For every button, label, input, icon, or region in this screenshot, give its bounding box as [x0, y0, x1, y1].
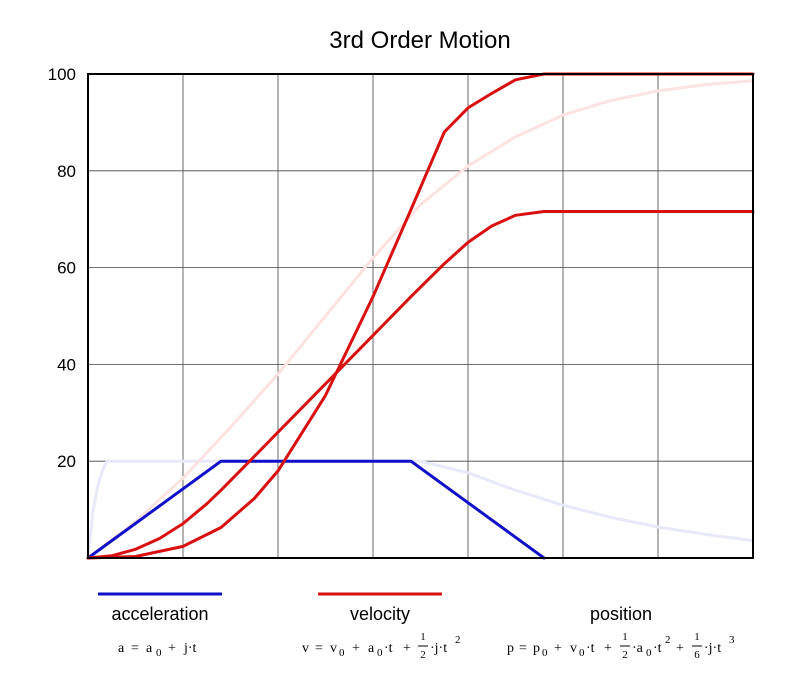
y-tick-label: 100 [48, 65, 76, 84]
formula-p-jt: ·j·t [704, 641, 721, 656]
formula-p-num1: 1 [622, 631, 628, 643]
formula-p-p0: p [533, 641, 540, 656]
formula-p-sub2: 0 [579, 647, 585, 659]
series-lines [86, 72, 755, 560]
formula-p-t2: ·t [653, 641, 662, 656]
formula-v-v0: v [330, 641, 337, 656]
formula-position: p = p 0 + v 0 ·t + 1 2 ·a 0 ·t 2 + 1 6 ·… [507, 631, 735, 661]
formula-a-plus: + [168, 641, 176, 656]
formula-p-plus3: + [676, 641, 684, 656]
y-tick-label: 20 [57, 452, 76, 471]
formula-v-num: 1 [420, 631, 426, 643]
formula-p-den2: 6 [694, 649, 700, 661]
formula-v-eq: = [315, 641, 323, 656]
plot-frame [87, 73, 754, 559]
formula-v-jt: ·j·t [430, 641, 447, 656]
formula-v-plus1: + [352, 641, 360, 656]
series-line-velocity [86, 210, 755, 560]
formula-p-lhs: p [507, 641, 514, 656]
formula-a-sub: 0 [156, 647, 162, 659]
legend-label-acceleration: acceleration [111, 604, 208, 624]
formula-v-sup: 2 [455, 634, 461, 646]
formula-p-at: ·a [632, 641, 644, 656]
y-tick-label: 40 [57, 355, 76, 374]
legend-label-position: position [590, 604, 652, 624]
formula-p-sup3: 3 [729, 634, 735, 646]
formula-v-plus2: + [403, 641, 411, 656]
formula-p-v0: v [570, 641, 577, 656]
formula-v-a0: a [368, 641, 375, 656]
formula-v-lhs: v [302, 641, 309, 656]
y-axis-ticks: 20 40 60 80 100 [48, 65, 76, 471]
formula-p-sub3: 0 [646, 647, 652, 659]
formula-p-plus2: + [604, 641, 612, 656]
series-line-acceleration [86, 459, 546, 560]
chart-title: 3rd Order Motion [329, 27, 510, 54]
formula-p-num2: 1 [694, 631, 700, 643]
formula-p-sub: 0 [542, 647, 548, 659]
formula-p-sup2: 2 [665, 634, 671, 646]
formula-v-sub: 0 [339, 647, 345, 659]
formula-p-den1: 2 [622, 649, 628, 661]
formula-p-t: ·t [586, 641, 595, 656]
legend-label-velocity: velocity [350, 604, 410, 624]
formula-a-lhs: a [118, 641, 125, 656]
formula-a-a0: a [146, 641, 153, 656]
y-tick-label: 60 [57, 259, 76, 278]
formula-v-t: ·t [384, 641, 393, 656]
formula-v-sub2: 0 [377, 647, 383, 659]
formula-acceleration: a = a 0 + j·t [118, 641, 197, 659]
formula-p-eq: = [519, 641, 527, 656]
formula-p-plus1: + [554, 641, 562, 656]
formula-velocity: v = v 0 + a 0 ·t + 1 2 ·j·t 2 [302, 631, 461, 661]
formula-a-eq: = [131, 641, 139, 656]
faded-series-line [87, 79, 754, 560]
y-tick-label: 80 [57, 162, 76, 181]
formula-a-jt: j·t [183, 641, 197, 656]
formula-v-den: 2 [420, 649, 426, 661]
